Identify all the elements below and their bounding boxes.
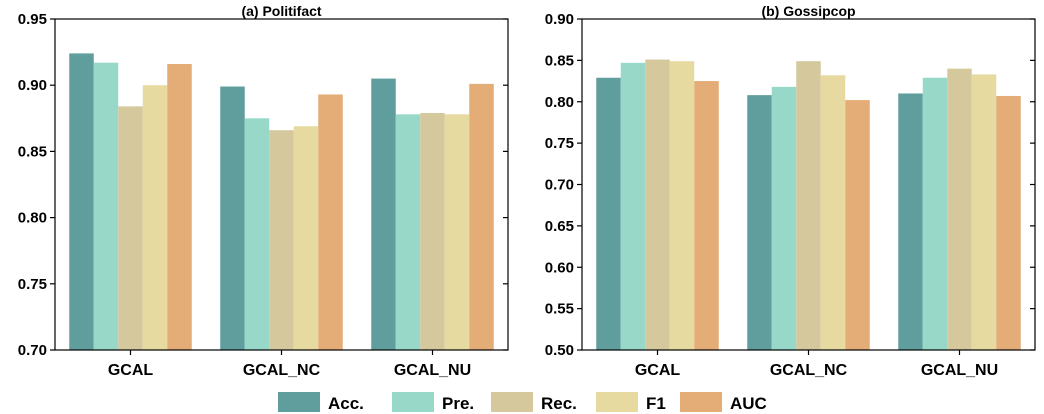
x-tick-label: GCAL [108,362,154,379]
x-tick-label: GCAL_NC [243,362,321,379]
legend: Acc. Pre. Rec. F1 AUC [278,392,767,413]
legend-label: AUC [730,394,767,413]
bar-pre-gcal-nu [395,114,421,350]
legend-label: Pre. [442,394,474,413]
x-tick-label: GCAL_NU [921,362,998,379]
bar-auc-gcal-nc [318,94,343,350]
bar-rec-gcal [645,59,670,351]
legend-swatch-f1 [596,392,638,412]
chart-title: (a) Politifact [241,3,321,19]
bar-rec-gcal [118,106,143,350]
y-tick-label: 0.95 [18,11,47,28]
bar-f1-gcal-nu [444,114,470,350]
bar-pre-gcal [93,62,119,350]
y-tick-label: 0.75 [545,135,574,152]
bar-pre-gcal [620,62,646,351]
chart-gossipcop: 0.50 0.55 0.60 0.65 0.70 0.75 0.80 0.85 0.90 GCAL… [545,3,1036,379]
bar-f1-gcal-nu [971,74,997,350]
bar-rec-gcal-nc [269,130,294,350]
chart-title: (b) Gossipcop [761,3,855,19]
bar-pre-gcal-nu [922,77,948,350]
bar-auc-gcal-nu [469,83,494,350]
y-tick-label: 0.80 [18,210,47,227]
y-tick-label: 0.85 [545,52,574,69]
bar-acc-gcal-nu [371,78,396,350]
bar-acc-gcal [69,53,94,351]
bar-acc-gcal-nc [747,95,772,350]
bar-f1-gcal [669,61,695,350]
x-tick-label: GCAL [635,362,681,379]
y-tick-label: 0.60 [545,259,574,276]
y-tick-label: 0.75 [18,276,47,293]
legend-label: F1 [646,394,666,413]
bar-auc-gcal-nu [996,95,1021,351]
bar-pre-gcal-nc [244,118,270,350]
y-tick-label: 0.65 [545,218,574,235]
legend-swatch-auc [680,392,722,412]
bar-auc-gcal-nc [845,100,870,350]
chart-politifact: 0.70 0.75 0.80 0.85 0.90 0.95 GCAL GCAL_NC GCAL_… [18,3,509,379]
y-tick-label: 0.70 [18,342,47,359]
legend-swatch-pre [392,392,434,412]
bar-auc-gcal [167,64,192,351]
bar-rec-gcal-nu [947,68,972,351]
legend-label: Rec. [541,394,577,413]
y-tick-label: 0.50 [545,342,574,359]
y-tick-label: 0.70 [545,177,574,194]
bar-acc-gcal [596,77,621,350]
bar-rec-gcal-nu [420,113,445,350]
y-tick-label: 0.85 [18,143,47,160]
x-tick-label: GCAL_NU [394,362,471,379]
bar-acc-gcal-nu [898,93,923,350]
x-tick-label: GCAL_NC [770,362,848,379]
legend-label: Acc. [328,394,364,413]
bar-auc-gcal [694,81,719,350]
bar-f1-gcal-nc [820,75,846,351]
bar-f1-gcal [142,85,168,350]
legend-swatch-acc [278,392,320,412]
bar-rec-gcal-nc [796,61,821,350]
y-tick-label: 0.80 [545,94,574,111]
y-tick-label: 0.90 [18,77,47,94]
bar-acc-gcal-nc [220,86,245,351]
legend-swatch-rec [491,392,533,412]
bar-pre-gcal-nc [771,86,797,351]
bar-f1-gcal-nc [293,126,319,351]
y-tick-label: 0.90 [545,11,574,28]
y-tick-label: 0.55 [545,301,574,318]
